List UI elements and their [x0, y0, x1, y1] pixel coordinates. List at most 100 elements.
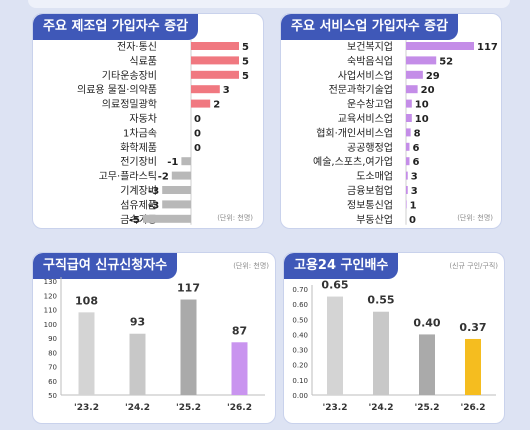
svc-bar [406, 157, 410, 166]
mfg-bar [162, 186, 191, 194]
mfg-category-label: 전자·통신 [117, 41, 157, 53]
claims-ytick-label: 60 [48, 378, 57, 386]
mfg-category-label: 1차금속 [123, 127, 157, 139]
claims-bar [231, 342, 248, 395]
mfg-value-label: 0 [194, 114, 201, 125]
svc-title: 주요 서비스업 가입자수 증감 [281, 14, 459, 40]
mfg-value-label: -2 [158, 172, 169, 183]
svc-value-label: 3 [411, 172, 418, 183]
mfg-bar [191, 42, 239, 50]
ratio-bar [465, 338, 481, 395]
mfg-value-label: -3 [148, 200, 159, 211]
ratio-ytick-label: 0.50 [292, 316, 308, 324]
mfg-category-label: 자동차 [129, 113, 157, 125]
ratio-ytick-label: 0.00 [292, 392, 308, 400]
claims-xtick-label: '23.2 [74, 403, 99, 413]
svc-value-label: 10 [415, 100, 429, 111]
mfg-category-label: 기타운송장비 [102, 70, 157, 82]
svc-category-label: 공공행정업 [347, 141, 393, 154]
mfg-value-label: 0 [194, 128, 201, 139]
svc-bar [406, 99, 412, 108]
mfg-bar [191, 70, 239, 79]
ratio-xtick-label: '25.2 [415, 403, 440, 413]
ratio-bar [327, 296, 343, 395]
ratio-unit: (신규 구인/구직) [449, 262, 498, 270]
svc-bar [406, 142, 410, 151]
claims-ytick-label: 100 [44, 321, 57, 329]
svc-category-label: 교육서비스업 [338, 112, 393, 125]
mfg-card: 주요 제조업 가입자수 증감 (단위: 천명) 전자·통신 5 식료품 5 기타운송장비… [32, 13, 264, 229]
claims-ytick-label: 70 [48, 364, 57, 372]
claims-ytick-label: 80 [48, 349, 57, 357]
ratio-bar [419, 334, 435, 395]
mfg-value-label: 2 [213, 100, 220, 111]
svc-card: 주요 서비스업 가입자수 증감 (단위: 천명) 보건복지업 117 숙박음식업 52… [280, 13, 502, 229]
claims-ytick-label: 110 [44, 307, 57, 315]
svc-category-label: 금융보험업 [347, 184, 393, 197]
ratio-chart: 0.00 0.10 0.20 0.30 0.40 0.50 0.60 0.70 0.65 '23.… [292, 279, 496, 413]
ratio-ytick-label: 0.10 [292, 377, 308, 385]
mfg-value-label: 3 [223, 85, 230, 96]
claims-title: 구직급여 신규신청자수 [33, 253, 178, 279]
mfg-value-label: -3 [148, 186, 159, 197]
claims-value-label: 117 [177, 282, 200, 295]
claims-xtick-label: '25.2 [176, 403, 201, 413]
svc-category-label: 사업서비스업 [338, 69, 393, 82]
claims-unit: (단위: 천명) [233, 262, 269, 270]
mfg-bar [171, 171, 191, 180]
svc-value-label: 6 [412, 143, 419, 154]
claims-bar [129, 333, 146, 395]
svc-category-label: 도소매업 [356, 170, 393, 183]
svc-chart: 보건복지업 117 숙박음식업 52 사업서비스업 29 전문과학기술업 20 운수창고업 10 교… [313, 40, 498, 226]
svc-category-label: 숙박음식업 [347, 54, 393, 67]
mfg-value-label: 5 [242, 56, 249, 67]
mfg-bar [191, 99, 211, 108]
ratio-xtick-label: '24.2 [369, 403, 394, 413]
claims-card: 구직급여 신규신청자수 (단위: 천명) 50 60 70 80 90 100 110 120… [32, 252, 276, 424]
svc-value-label: 29 [426, 71, 440, 82]
mfg-bar [162, 200, 191, 209]
mfg-bar [143, 214, 191, 223]
svc-value-label: 6 [412, 157, 419, 168]
mfg-category-label: 기계장비 [120, 185, 157, 197]
mfg-category-label: 의료정밀광학 [102, 99, 157, 111]
svc-bar [406, 186, 408, 194]
ratio-card: 고용24 구인배수 (신규 구인/구직) 0.00 0.10 0.20 0.30 0.4… [283, 252, 505, 424]
svc-value-label: 52 [439, 56, 453, 67]
mfg-bar [181, 157, 191, 166]
svc-bar [406, 70, 423, 79]
svc-value-label: 20 [421, 85, 435, 96]
ratio-value-label: 0.37 [459, 321, 486, 334]
svc-category-label: 운수창고업 [347, 98, 393, 111]
claims-chart: 50 60 70 80 90 100 110 120 130 108 '23.2 93 '24.2 117… [44, 277, 265, 413]
ratio-title: 고용24 구인배수 [284, 253, 399, 279]
mfg-value-label: 5 [242, 71, 249, 82]
mfg-bar [191, 85, 220, 94]
claims-value-label: 93 [130, 316, 145, 329]
claims-bar [180, 299, 197, 395]
svc-value-label: 117 [477, 42, 498, 53]
svc-bar [406, 42, 474, 50]
mfg-value-label: 0 [194, 143, 201, 154]
svc-category-label: 보건복지업 [347, 40, 393, 53]
ratio-xtick-label: '26.2 [461, 403, 486, 413]
mfg-value-label: 5 [242, 42, 249, 53]
ratio-ytick-label: 0.30 [292, 347, 308, 355]
svc-category-label: 전문과학기술업 [329, 83, 393, 96]
ratio-bar [373, 311, 389, 395]
svc-unit: (단위: 천명) [457, 214, 493, 222]
svc-category-label: 예술,스포츠,여가업 [313, 155, 393, 168]
claims-ytick-label: 120 [44, 292, 57, 300]
mfg-title: 주요 제조업 가입자수 증감 [33, 14, 199, 40]
ratio-ytick-label: 0.20 [292, 362, 308, 370]
svc-value-label: 0 [409, 215, 416, 226]
ratio-value-label: 0.40 [413, 316, 440, 329]
svc-value-label: 8 [414, 128, 421, 139]
ratio-ytick-label: 0.70 [292, 286, 308, 294]
ratio-value-label: 0.65 [321, 279, 348, 292]
ratio-ytick-label: 0.40 [292, 331, 308, 339]
claims-xtick-label: '24.2 [125, 403, 150, 413]
svc-bar [406, 200, 407, 209]
claims-xtick-label: '26.2 [227, 403, 252, 413]
